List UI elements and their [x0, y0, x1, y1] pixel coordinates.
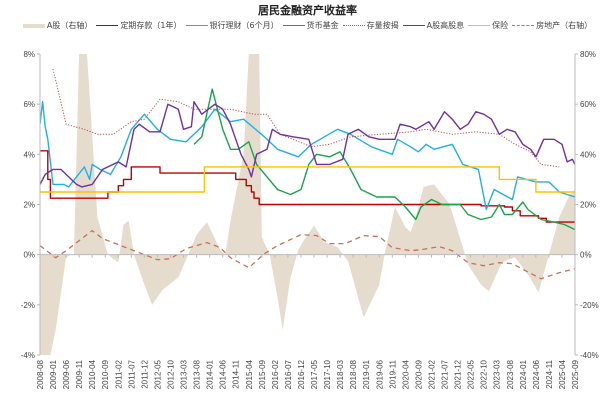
x-tick-label: 2022-10 [480, 359, 489, 389]
x-tick-label: 2021-12 [454, 359, 463, 389]
y-right-tick-label: 20% [580, 201, 596, 210]
legend-swatch [22, 23, 45, 28]
x-tick-label: 2016-02 [271, 359, 280, 389]
legend-swatch [96, 25, 119, 26]
x-tick-label: 2009-01 [49, 359, 58, 389]
y-right-tick-label: 40% [580, 150, 596, 159]
x-tick-label: 2012-10 [166, 359, 175, 389]
x-tick-label: 2009-06 [62, 359, 71, 389]
y-left-tick-label: 8% [23, 50, 35, 59]
x-tick-label: 2016-12 [297, 359, 306, 389]
legend: A股（右轴） 定期存款（1年） 银行理财（6个月） 货币基金 存量按揭 A股高股息 保险 房地… [0, 20, 615, 31]
legend-swatch [185, 25, 208, 26]
legend-item: 保险 [468, 20, 508, 31]
y-left-tick-label: 2% [23, 201, 35, 210]
y-left-tick-label: 6% [23, 100, 35, 109]
y-left-tick-label: 4% [23, 150, 35, 159]
a-share-area [40, 54, 575, 355]
x-tick-label: 2023-08 [506, 359, 515, 389]
x-tick-label: 2021-02 [427, 359, 436, 389]
y-right-tick-label: 0% [580, 251, 592, 260]
chart-title: 居民金融资产收益率 [258, 4, 357, 17]
y-right-tick-label: 80% [580, 50, 596, 59]
x-tick-label: 2014-01 [206, 359, 215, 389]
x-tick-label: 2024-01 [519, 359, 528, 389]
legend-swatch [468, 25, 491, 26]
legend-swatch [282, 25, 305, 26]
x-tick-label: 2019-01 [362, 359, 371, 389]
legend-label: 银行理财（6个月） [209, 21, 279, 30]
x-tick-label: 2008-08 [36, 359, 45, 389]
x-tick-label: 2025-04 [558, 359, 567, 389]
legend-item: 存量按揭 [342, 20, 399, 31]
series-4-line [52, 68, 560, 168]
y-right-tick-label: -40% [580, 351, 599, 360]
x-tick-label: 2011-07 [127, 359, 136, 388]
x-tick-label: 2024-06 [532, 359, 541, 389]
x-tick-label: 2015-09 [258, 359, 267, 389]
legend-label: 货币基金 [306, 21, 339, 30]
legend-item: A股（右轴） [22, 20, 93, 31]
x-tick-label: 2019-06 [375, 359, 384, 389]
y-right-tick-label: 60% [580, 100, 596, 109]
series-3-line [193, 88, 575, 231]
legend-item: A股高股息 [402, 20, 465, 31]
legend-label: 房地产（右轴） [536, 21, 593, 30]
legend-label: 存量按揭 [366, 21, 399, 30]
x-tick-label: 2009-11 [75, 359, 84, 388]
series-6-line [40, 166, 575, 193]
x-tick-label: 2017-10 [323, 359, 332, 389]
x-tick-label: 2010-04 [88, 359, 97, 389]
legend-label: 保险 [492, 21, 509, 30]
y-left-tick-label: 0% [23, 251, 35, 260]
x-tick-label: 2020-09 [414, 359, 423, 389]
legend-item: 货币基金 [282, 20, 339, 31]
legend-item: 银行理财（6个月） [185, 20, 279, 31]
x-tick-label: 2011-02 [114, 359, 123, 388]
series-2-line [40, 101, 575, 211]
x-tick-label: 2018-08 [349, 359, 358, 389]
x-tick-label: 2016-07 [284, 359, 293, 389]
x-tick-label: 2025-09 [571, 359, 580, 389]
legend-label: 定期存款（1年） [120, 21, 182, 30]
x-tick-label: 2012-05 [153, 359, 162, 389]
x-tick-label: 2021-07 [441, 359, 450, 389]
x-tick-label: 2023-03 [493, 359, 502, 389]
x-tick-label: 2024-11 [545, 359, 554, 388]
legend-item: 房地产（右轴） [512, 20, 592, 31]
x-tick-label: 2018-03 [336, 359, 345, 389]
x-tick-label: 2013-08 [193, 359, 202, 389]
x-tick-label: 2017-05 [310, 359, 319, 389]
x-tick-label: 2010-09 [101, 359, 110, 389]
legend-item: 定期存款（1年） [96, 20, 182, 31]
y-left-tick-label: -2% [21, 301, 35, 310]
x-tick-label: 2015-04 [245, 359, 254, 389]
y-right-tick-label: -20% [580, 301, 599, 310]
legend-label: A股高股息 [426, 21, 465, 30]
x-tick-label: 2014-06 [219, 359, 228, 389]
x-tick-label: 2019-11 [388, 359, 397, 388]
legend-swatch [512, 25, 535, 26]
series-5-line [40, 101, 575, 188]
legend-swatch [342, 25, 365, 26]
x-tick-label: 2013-03 [180, 359, 189, 389]
legend-label: A股（右轴） [46, 21, 93, 30]
x-tick-label: 2011-12 [140, 359, 149, 388]
x-tick-label: 2020-04 [401, 359, 410, 389]
x-tick-label: 2014-11 [232, 359, 241, 388]
series-7-line [40, 229, 575, 280]
y-left-tick-label: -4% [21, 351, 35, 360]
x-tick-label: 2022-05 [467, 359, 476, 389]
legend-swatch [402, 25, 425, 26]
